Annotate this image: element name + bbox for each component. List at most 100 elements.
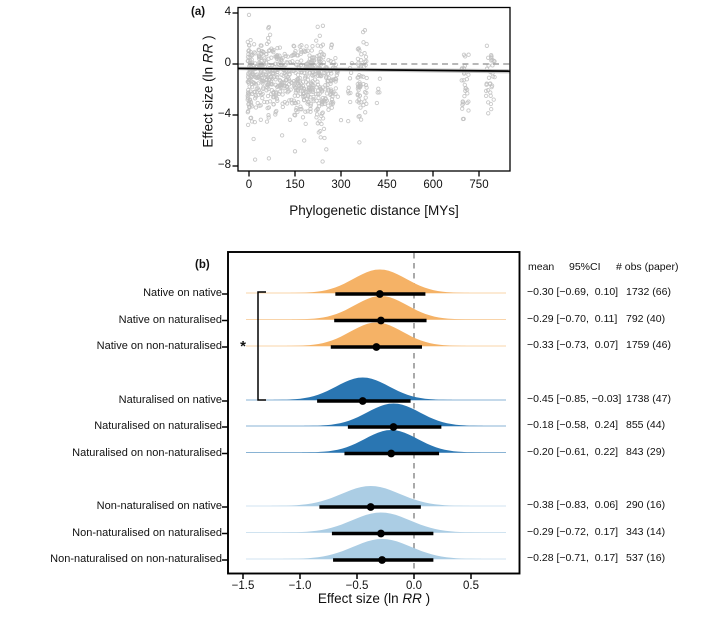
scatter-point	[334, 72, 339, 78]
scatter-point	[282, 99, 287, 105]
panel-b-x-tick-label: −1.0	[288, 580, 312, 592]
scatter-point	[318, 49, 323, 55]
scatter-point	[271, 102, 276, 107]
scatter-point	[326, 107, 331, 112]
scatter-point	[310, 43, 315, 49]
scatter-point	[266, 113, 271, 118]
scatter-outlier-point	[357, 140, 362, 145]
scatter-point	[300, 83, 306, 89]
scatter-point	[346, 118, 351, 124]
scatter-point	[489, 84, 494, 90]
scatter-point	[291, 83, 297, 89]
scatter-point	[259, 62, 264, 68]
scatter-point	[374, 100, 380, 106]
scatter-point	[246, 87, 251, 93]
scatter-point	[300, 115, 306, 120]
mean-dot	[377, 529, 385, 538]
scatter-point	[290, 59, 295, 64]
scatter-point	[280, 85, 285, 91]
scatter-point	[466, 108, 471, 113]
scatter-point	[258, 55, 264, 61]
scatter-point	[464, 77, 470, 82]
scatter-point	[304, 44, 309, 49]
scatter-point	[288, 87, 293, 92]
scatter-point	[260, 49, 265, 54]
panel-a-x-tick-label: 600	[423, 179, 443, 191]
scatter-point	[251, 81, 257, 86]
scatter-point	[277, 89, 283, 94]
row-obs-value: 843 (29)	[626, 445, 666, 458]
panel-b-x-tick-label: −1.5	[231, 580, 255, 592]
scatter-point	[348, 99, 353, 105]
scatter-point	[264, 119, 270, 124]
scatter-outlier-point	[246, 12, 252, 18]
scatter-point	[301, 88, 306, 93]
scatter-point	[269, 88, 275, 93]
scatter-point	[279, 80, 285, 85]
scatter-point	[319, 111, 324, 116]
scatter-point	[273, 112, 278, 117]
scatter-point	[317, 33, 322, 38]
scatter-point	[277, 45, 283, 50]
row-obs-value: 290 (16)	[626, 499, 666, 511]
scatter-point	[275, 73, 280, 78]
row-obs-value: 792 (40)	[626, 312, 666, 325]
scatter-point	[316, 56, 322, 61]
scatter-point	[295, 109, 300, 115]
scatter-point	[363, 110, 368, 115]
scatter-point	[358, 105, 363, 110]
scatter-point	[248, 37, 253, 43]
scatter-outlier-point	[266, 156, 272, 161]
density-curve	[283, 539, 481, 559]
scatter-point	[245, 90, 251, 95]
scatter-point	[328, 92, 333, 97]
scatter-point	[490, 63, 495, 68]
density-curve	[287, 322, 466, 346]
scatter-point	[347, 76, 353, 81]
scatter-point	[256, 81, 261, 86]
scatter-point	[320, 42, 326, 47]
scatter-point	[280, 92, 285, 97]
scatter-point	[250, 69, 255, 75]
scatter-point	[295, 93, 301, 98]
scatter-point	[324, 98, 330, 103]
scatter-point	[314, 38, 319, 43]
scatter-point	[303, 109, 308, 114]
category-label: Non-naturalised on non-naturalised	[50, 553, 222, 565]
scatter-point	[265, 93, 271, 99]
scatter-point	[246, 92, 251, 97]
scatter-outlier-point	[292, 149, 298, 154]
category-label: Non-naturalised on naturalised	[72, 526, 222, 539]
scatter-point	[262, 99, 267, 105]
scatter-point	[259, 51, 264, 56]
stats-header-obs: # obs (paper)	[616, 261, 679, 273]
scatter-point	[270, 70, 275, 76]
scatter-point	[491, 97, 496, 102]
row-mean-ci-value: −0.45 [−0.85, −0.03]	[527, 393, 622, 405]
scatter-point	[247, 97, 253, 102]
scatter-point	[335, 94, 340, 99]
scatter-point	[489, 58, 494, 63]
scatter-point	[460, 106, 465, 111]
scatter-point	[309, 55, 315, 61]
panel-b-x-title-suffix: )	[421, 591, 431, 606]
scatter-point	[326, 103, 331, 108]
scatter-point	[247, 55, 252, 60]
mean-dot	[377, 316, 385, 325]
scatter-point	[298, 91, 303, 96]
scatter-point	[247, 58, 253, 63]
row-mean-ci-value: −0.38 [−0.83, 0.06]	[527, 499, 619, 511]
scatter-point	[356, 60, 361, 66]
scatter-point	[308, 109, 313, 114]
scatter-point	[363, 82, 369, 88]
scatter-point	[312, 77, 318, 82]
density-curve	[290, 269, 469, 293]
panel-a-x-tick-label: 450	[377, 179, 397, 191]
scatter-outlier-point	[324, 147, 329, 152]
panel-a-x-tick-label: 0	[245, 179, 253, 191]
scatter-point	[486, 111, 491, 116]
category-label: Naturalised on naturalised	[94, 420, 222, 432]
scatter-point	[488, 101, 494, 107]
scatter-point	[265, 35, 271, 41]
panel-a-y-tick-label: 0	[224, 57, 231, 69]
